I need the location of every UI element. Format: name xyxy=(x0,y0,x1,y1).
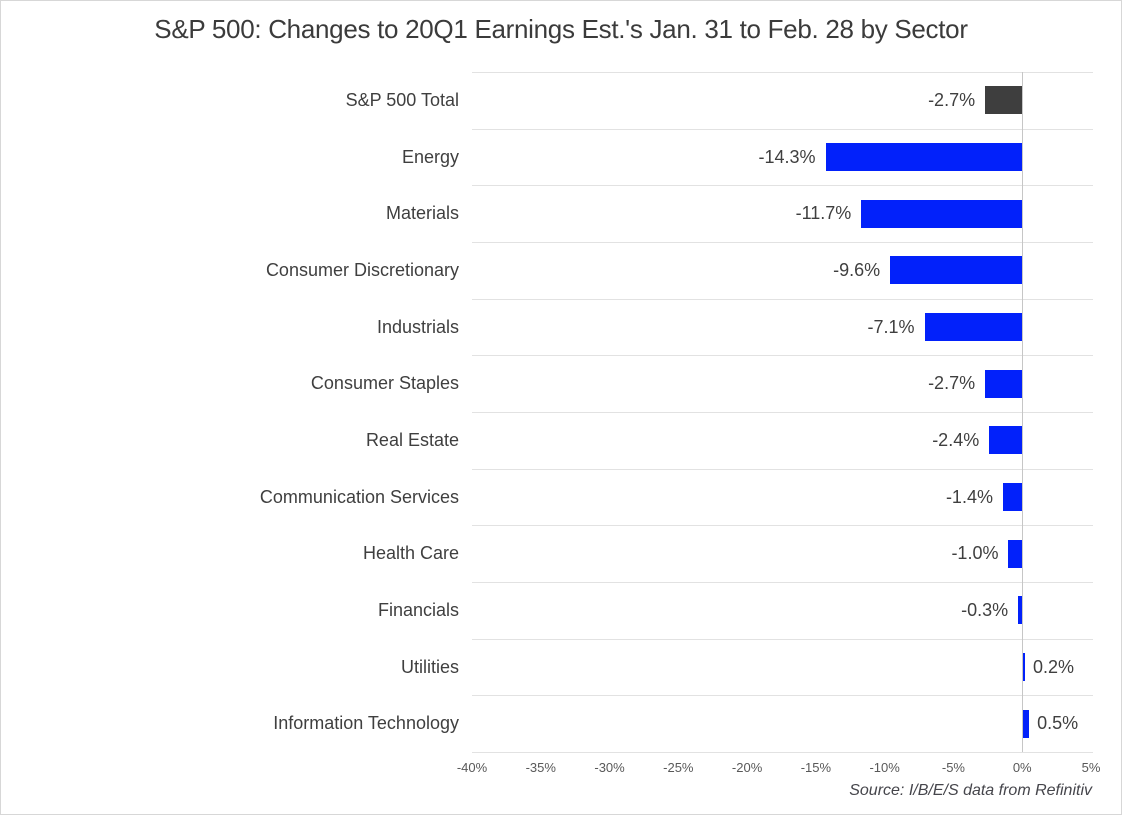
gridline xyxy=(472,468,1093,470)
category-label: Energy xyxy=(401,146,459,167)
value-label: 0.2% xyxy=(1032,656,1074,677)
category-label: Financials xyxy=(377,600,459,620)
value-label: -7.1% xyxy=(867,316,915,337)
value-label: -2.7% xyxy=(928,90,976,110)
bar xyxy=(989,426,1023,455)
gridline xyxy=(472,638,1093,640)
x-axis-tick-label: 5% xyxy=(1081,760,1101,775)
category-label: Real Estate xyxy=(365,430,459,450)
value-label: -2.7% xyxy=(928,373,976,394)
x-axis-tick-label: -35% xyxy=(525,760,556,775)
category-label: S&P 500 Total xyxy=(345,90,459,110)
gridline xyxy=(472,752,1093,753)
gridline xyxy=(472,185,1093,187)
x-axis-tick-label: -15% xyxy=(800,760,832,775)
category-label: Utilities xyxy=(400,656,459,677)
x-axis-tick-label: -40% xyxy=(456,760,488,775)
x-axis-tick-label: -5% xyxy=(941,760,965,775)
x-axis-tick-label: -10% xyxy=(869,760,900,775)
category-label: Consumer Discretionary xyxy=(265,260,459,280)
category-label: Information Technology xyxy=(273,713,459,734)
bar xyxy=(1018,596,1023,625)
bar xyxy=(890,256,1023,285)
gridline xyxy=(472,72,1093,73)
bar xyxy=(1002,483,1023,511)
value-label: -2.4% xyxy=(932,430,980,450)
bar xyxy=(861,199,1023,228)
bar xyxy=(1008,539,1023,568)
bar xyxy=(1022,653,1025,681)
gridline xyxy=(472,298,1093,300)
value-label: -11.7% xyxy=(795,203,852,224)
bar xyxy=(924,313,1023,341)
value-label: 0.5% xyxy=(1037,713,1079,734)
zero-axis-line xyxy=(1022,72,1024,752)
chart-title: S&P 500: Changes to 20Q1 Earnings Est.'s… xyxy=(154,14,968,44)
category-label: Consumer Staples xyxy=(310,373,459,394)
bar xyxy=(985,86,1023,115)
x-axis-tick-label: 0% xyxy=(1012,760,1032,775)
gridline xyxy=(472,355,1093,357)
bar xyxy=(825,143,1023,171)
x-axis-tick-label: -30% xyxy=(594,760,625,775)
value-label: -14.3% xyxy=(758,146,816,167)
x-axis-tick-label: -25% xyxy=(663,760,694,775)
category-label: Industrials xyxy=(376,316,459,337)
x-axis-tick-label: -20% xyxy=(731,760,763,775)
gridline xyxy=(472,582,1093,583)
value-label: -1.0% xyxy=(951,543,999,564)
gridline xyxy=(472,412,1093,413)
value-label: -1.4% xyxy=(945,486,993,507)
gridline xyxy=(472,695,1093,697)
category-label: Communication Services xyxy=(259,486,459,507)
gridline xyxy=(472,128,1093,130)
category-label: Materials xyxy=(385,203,459,224)
bar xyxy=(985,369,1023,398)
bar xyxy=(1022,709,1030,738)
value-label: -0.3% xyxy=(961,600,1009,620)
category-label: Health Care xyxy=(362,543,459,564)
source-note: Source: I/B/E/S data from Refinitiv xyxy=(849,782,1092,799)
gridline xyxy=(472,525,1093,527)
value-label: -9.6% xyxy=(833,260,881,280)
gridline xyxy=(472,242,1093,243)
